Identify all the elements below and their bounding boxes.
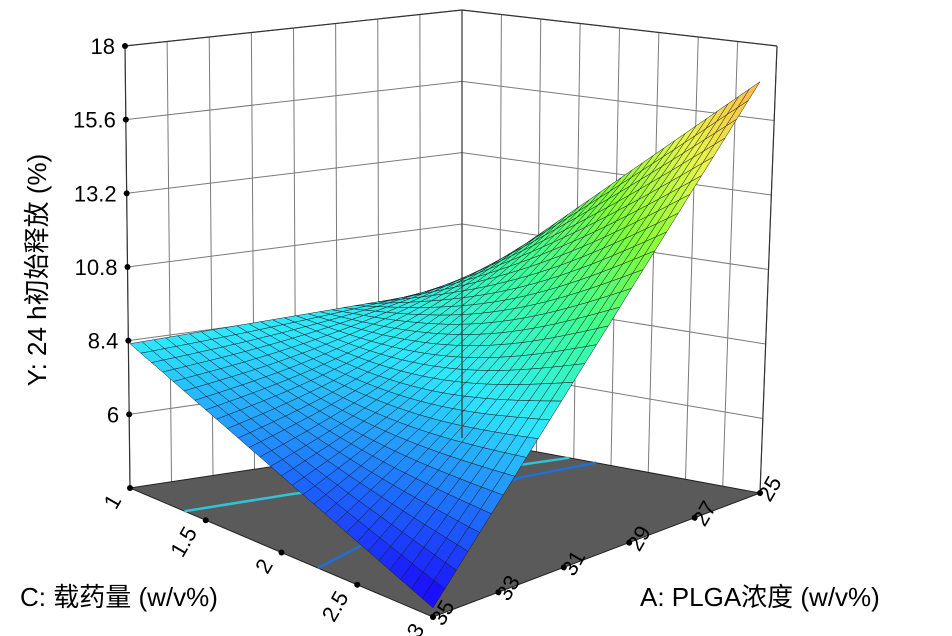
z-tick-mark (122, 116, 129, 123)
z-tick-label: 13.2 (74, 181, 117, 206)
z-tick-label: 18 (91, 34, 115, 59)
z-tick-label: 8.4 (88, 329, 119, 354)
wall-grid-v (166, 41, 172, 482)
a-tick-mark (560, 564, 567, 571)
z-tick-mark (126, 411, 133, 418)
response-surface (129, 81, 761, 609)
z-tick-label: 6 (107, 402, 119, 427)
surface-patch (421, 580, 446, 609)
a-axis-label: A: PLGA浓度 (w/v%) (640, 582, 880, 612)
z-axis-ticks: 6 8.4 10.8 13.2 15.6 18 (73, 34, 133, 427)
frame-edge-right (759, 45, 778, 494)
c-tick-label: 3 (402, 619, 430, 636)
c-tick-label: 2 (250, 555, 278, 578)
c-tick-mark (127, 485, 133, 491)
c-tick-label: 1.5 (165, 522, 202, 561)
a-tick-mark (691, 514, 698, 521)
z-tick-label: 10.8 (75, 255, 118, 280)
wall-grid-v (685, 36, 699, 480)
a-tick-mark (495, 589, 502, 596)
c-tick-mark (202, 517, 209, 524)
c-tick-label: 2.5 (317, 587, 354, 626)
z-tick-mark (123, 190, 130, 197)
z-axis-label: Y: 24 h初始释放 (%) (22, 154, 52, 387)
c-tick-mark (278, 549, 285, 556)
c-axis-label: C: 载药量 (w/v%) (20, 582, 218, 612)
frame-top (124, 9, 778, 47)
z-tick-label: 15.6 (73, 108, 116, 133)
a-tick-mark (430, 614, 436, 620)
c-tick-mark (354, 581, 361, 588)
c-tick-label: 1 (99, 490, 127, 513)
z-tick-mark (124, 264, 131, 270)
z-tick-mark (125, 337, 132, 344)
z-tick-mark (122, 43, 128, 49)
a-tick-mark (757, 490, 763, 496)
a-tick-mark (626, 539, 633, 546)
